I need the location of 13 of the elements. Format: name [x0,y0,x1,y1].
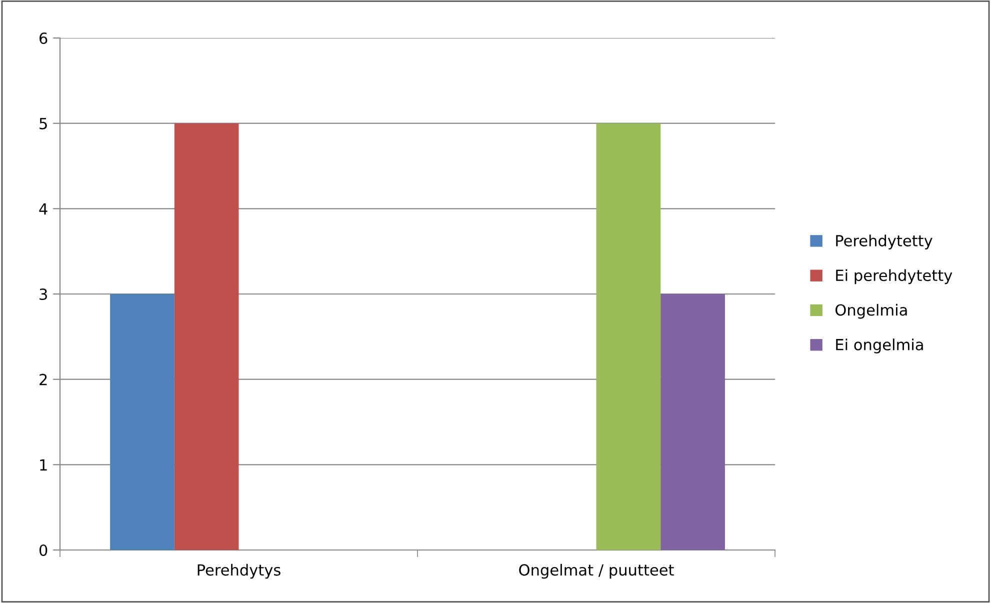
x-tick-label: Ongelmat / puutteet [519,564,674,579]
y-tick-label: 5 [40,118,47,130]
y-tick-label: 4 [39,203,48,214]
y-tick-label: 6 [40,32,48,44]
legend-label: Ei ongelmia [836,338,923,354]
y-tick-label: 1 [40,459,47,470]
legend-label: Ongelmia [836,304,907,319]
y-tick-label: 3 [40,288,47,300]
legend-label: Perehdytetty [836,234,932,250]
y-tick-label: 2 [40,374,47,386]
y-tick-label: 0 [39,544,48,556]
x-tick-label: Perehdytys [198,564,280,579]
legend-label: Ei perehdytetty [836,269,952,284]
